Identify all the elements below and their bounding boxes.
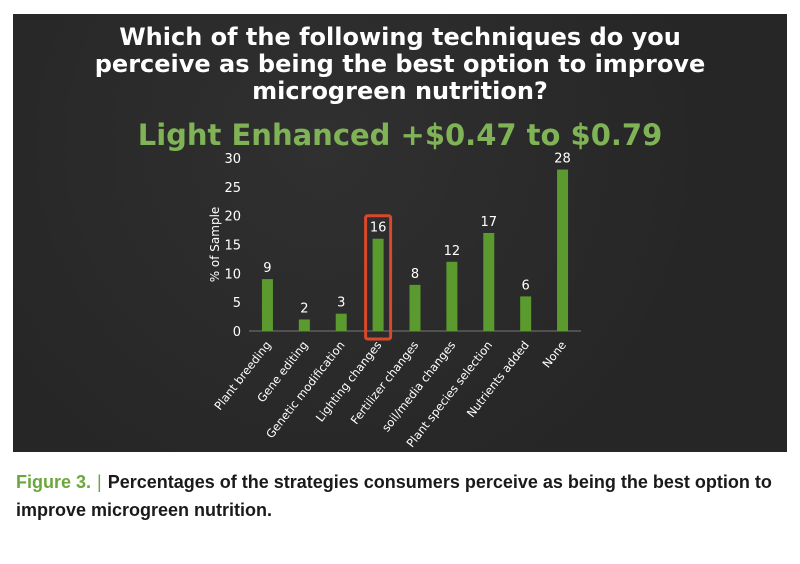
bar: [446, 261, 458, 331]
slide-title-line: microgreen nutrition?: [252, 77, 548, 105]
y-tick-label: 0: [233, 325, 241, 340]
y-tick-label: 25: [224, 181, 241, 196]
slide-title: Which of the following techniques do you…: [13, 24, 787, 105]
caption-separator: |: [97, 472, 102, 492]
data-label: 16: [370, 221, 387, 236]
bar: [483, 232, 495, 331]
caption-text: Percentages of the strategies consumers …: [16, 472, 772, 520]
data-label: 6: [522, 278, 530, 293]
slide-title-line: perceive as being the best option to imp…: [94, 50, 706, 78]
data-label: 9: [263, 261, 271, 276]
bar: [335, 313, 347, 331]
y-tick-label: 20: [224, 210, 241, 225]
data-label: 3: [337, 296, 345, 311]
x-tick-label: Lighting changes: [313, 338, 385, 424]
x-tick-label: None: [539, 338, 569, 370]
bar: [372, 238, 384, 331]
y-tick-label: 15: [224, 239, 241, 254]
y-tick-label: 10: [224, 267, 241, 282]
data-label: 28: [554, 152, 571, 167]
bar: [520, 296, 532, 331]
bar: [557, 169, 569, 331]
bar: [261, 279, 273, 331]
y-tick-label: 5: [233, 296, 241, 311]
data-label: 12: [444, 244, 461, 259]
figure-label: Figure 3.: [16, 472, 92, 492]
y-axis-label: % of Sample: [208, 207, 222, 283]
data-label: 2: [300, 301, 308, 316]
data-label: 8: [411, 267, 419, 282]
bar: [298, 319, 310, 331]
slide-panel: Which of the following techniques do you…: [13, 14, 787, 452]
slide-title-line: Which of the following techniques do you: [119, 23, 681, 51]
y-tick-label: 30: [224, 152, 241, 167]
data-label: 17: [481, 215, 498, 230]
highlight-box: [364, 214, 393, 341]
slide-subtitle: Light Enhanced +$0.47 to $0.79: [137, 118, 663, 152]
bar: [409, 284, 421, 331]
x-tick-label: Fertilizer changes: [348, 338, 422, 427]
figure-caption: Figure 3. | Percentages of the strategies …: [16, 468, 786, 524]
